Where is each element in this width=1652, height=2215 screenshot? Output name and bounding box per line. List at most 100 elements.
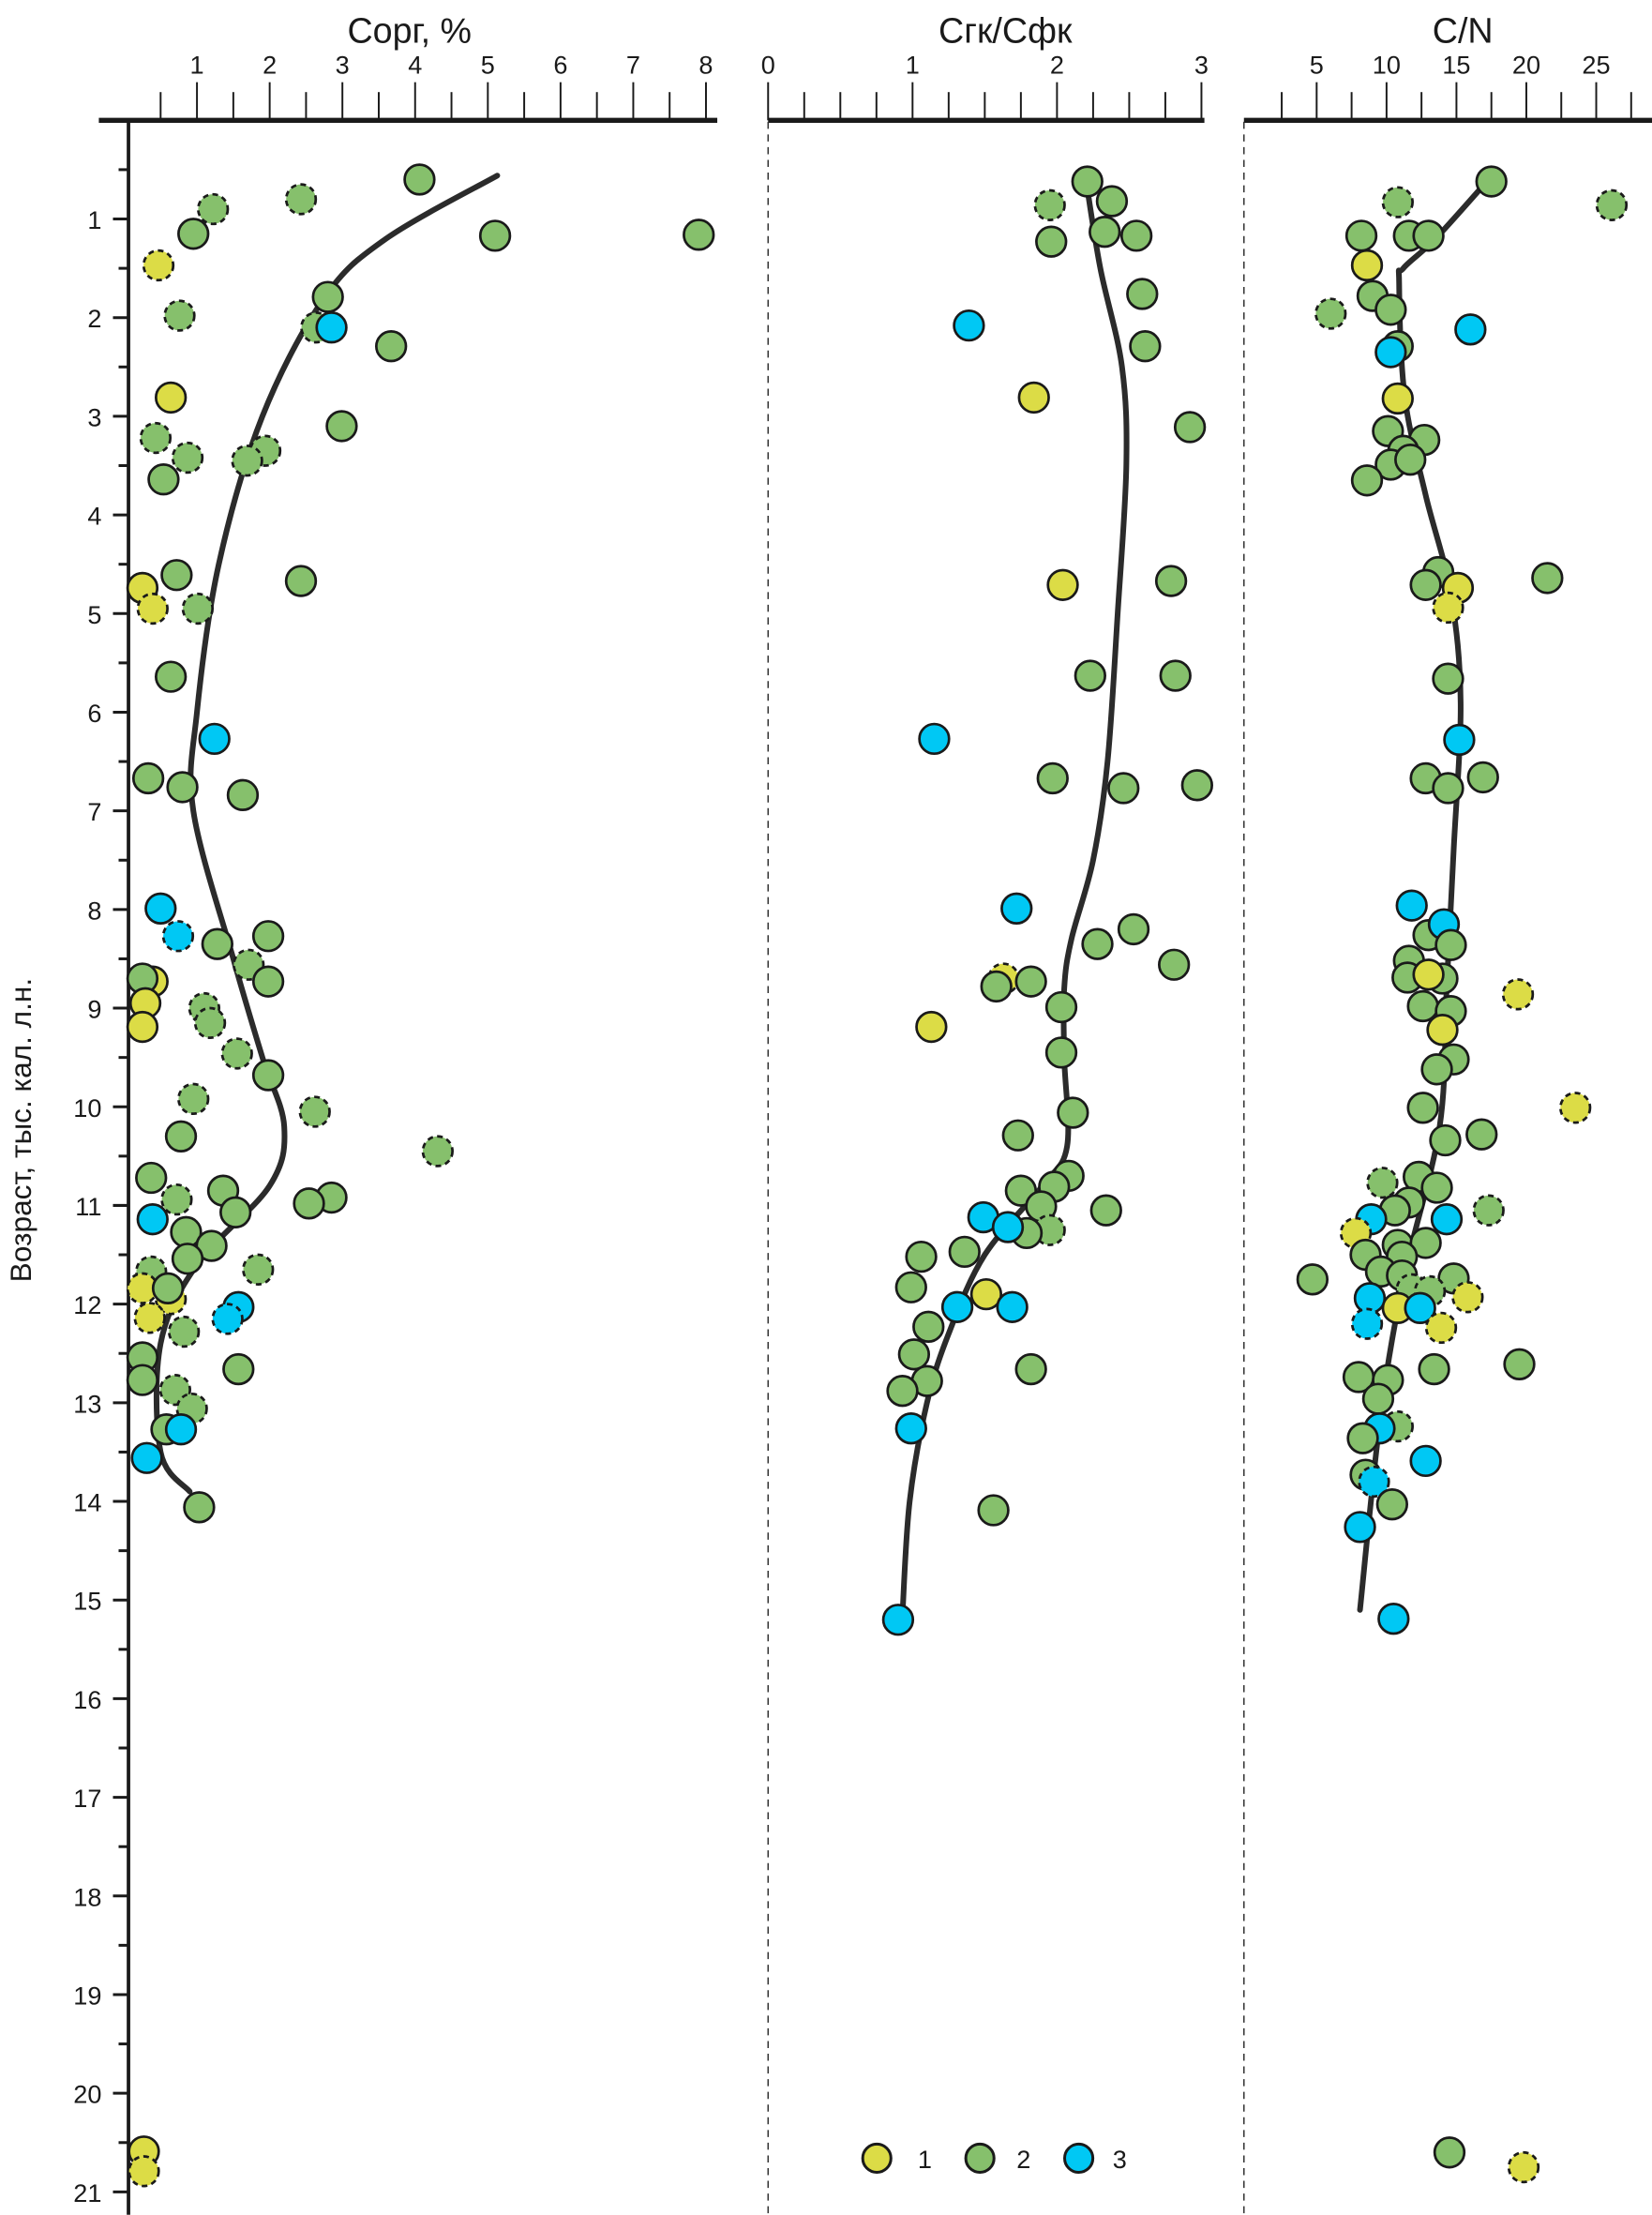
x-tick-label-cgk-cfk: 3 [1194,51,1209,80]
data-point-cgk-cfk-group-2 [1033,188,1066,221]
data-point-corg-group-2 [226,778,260,812]
legend-marker-3 [1063,2142,1095,2175]
data-point-cgk-cfk-group-1 [1017,381,1050,414]
data-points [126,163,1629,2188]
data-point-corg-group-2 [421,1135,454,1168]
y-tick-label: 1 [87,205,101,234]
data-point-cgk-cfk-group-3 [918,722,951,756]
data-point-corg-group-2 [242,1253,275,1286]
data-point-cgk-cfk-group-2 [948,1235,981,1269]
data-point-corg-group-1 [142,249,175,282]
x-tick-label-corg: 2 [263,51,277,80]
data-point-cgk-cfk-group-2 [1044,990,1078,1024]
x-tick-label-corg: 5 [481,51,495,80]
data-point-corg-group-1 [133,1302,166,1334]
data-point-corg-group-3 [198,722,231,756]
legend-label-3: 3 [1113,2145,1127,2174]
x-tick-label-corg: 3 [336,51,350,80]
data-point-cgk-cfk-group-1 [915,1010,948,1044]
data-point-cn-group-2 [1434,928,1467,961]
data-point-cgk-cfk-group-2 [1119,219,1153,252]
data-point-cn-group-2 [1406,1092,1439,1124]
data-point-corg-group-2 [177,1082,210,1115]
legend-label-1: 1 [918,2145,932,2174]
data-point-corg-group-1 [136,592,169,625]
data-point-cn-group-2 [1465,1118,1498,1151]
data-point-cn-group-3 [1350,1307,1384,1340]
data-point-corg-group-3 [315,311,348,344]
data-point-cn-group-1 [1426,1014,1459,1047]
data-point-corg-group-2 [251,965,285,998]
data-point-cgk-cfk-group-3 [1000,892,1033,925]
axes-layer: 1 2 3 4 5 6 7 8 0 1 2 3 5 10 15 20 251234567891011121314… [73,51,1652,2215]
data-point-cgk-cfk-group-2 [1014,1352,1047,1386]
y-tick-label: 15 [73,1587,101,1616]
data-point-cgk-cfk-group-2 [1095,185,1129,218]
data-point-cn-group-2 [1432,662,1464,695]
data-point-cgk-cfk-group-3 [894,1412,927,1445]
y-tick-label: 14 [73,1488,101,1517]
data-point-cn-group-2 [1472,1194,1505,1227]
x-tick-label-cn: 5 [1310,51,1324,80]
data-point-cn-group-2 [1429,1123,1462,1157]
data-point-cn-group-1 [1507,2150,1540,2184]
data-point-cn-group-2 [1531,562,1564,595]
data-point-cn-group-1 [1381,382,1414,415]
data-point-cn-group-2 [1420,1171,1453,1204]
data-point-corg-group-2 [231,445,263,477]
y-tick-label: 17 [73,1784,101,1813]
data-point-cgk-cfk-group-2 [1173,411,1207,444]
data-point-cn-group-2 [1409,1227,1442,1259]
data-point-cgk-cfk-group-2 [1089,1194,1122,1227]
data-point-cn-group-2 [1475,165,1508,198]
data-point-cn-group-1 [1558,1092,1592,1124]
data-point-corg-group-1 [126,1010,159,1044]
data-point-cgk-cfk-group-2 [1089,216,1121,249]
x-tick-label-cgk-cfk: 1 [906,51,920,80]
data-point-corg-group-3 [211,1303,244,1335]
data-point-cgk-cfk-group-2 [1129,330,1162,363]
legend-label-2: 2 [1016,2145,1030,2174]
data-point-cn-group-2 [1595,188,1629,221]
data-point-corg-group-2 [154,660,188,693]
data-point-cn-group-2 [1350,464,1384,497]
data-point-cn-group-2 [1296,1263,1329,1296]
trend-line-corg [153,173,501,1495]
data-point-corg-group-3 [136,1202,169,1236]
data-point-corg-group-2 [325,410,358,443]
data-point-corg-group-2 [147,463,180,496]
data-point-cn-group-3 [1409,1444,1442,1478]
data-point-cgk-cfk-group-2 [977,1494,1010,1527]
data-point-cgk-cfk-group-2 [1035,225,1068,258]
data-point-cn-group-2 [1466,761,1499,794]
data-point-cgk-cfk-group-3 [881,1604,915,1636]
y-tick-label: 20 [73,2080,101,2109]
data-point-cgk-cfk-group-2 [1074,659,1106,692]
data-point-corg-group-3 [164,1413,198,1446]
panel-title-corg: Сорг, % [347,10,472,50]
data-point-corg-group-2 [284,565,318,597]
data-point-corg-group-2 [374,330,408,363]
data-point-cgk-cfk-group-2 [886,1375,919,1408]
y-tick-label: 6 [87,699,101,728]
data-point-corg-group-2 [201,927,233,960]
panel-title-cn: C/N [1433,10,1494,50]
data-point-corg-group-2 [293,1187,325,1220]
data-point-cgk-cfk-group-2 [1036,761,1069,795]
y-tick-label: 18 [73,1882,101,1911]
data-point-cgk-cfk-group-2 [905,1240,938,1273]
data-point-cn-group-3 [1454,313,1487,346]
data-point-cn-group-2 [1420,1053,1453,1086]
data-point-corg-group-2 [131,761,165,795]
y-tick-label: 13 [73,1389,101,1418]
data-point-corg-group-2 [219,1196,252,1228]
y-tick-label: 16 [73,1685,101,1714]
data-point-cn-group-1 [1424,1311,1458,1345]
data-point-cn-group-2 [1374,294,1407,326]
y-tick-label: 2 [87,304,101,333]
data-point-cn-group-1 [1451,1281,1484,1314]
data-point-cn-group-2 [1432,772,1464,805]
x-tick-label-cn: 20 [1512,51,1540,80]
data-point-cn-group-2 [1346,1422,1379,1454]
